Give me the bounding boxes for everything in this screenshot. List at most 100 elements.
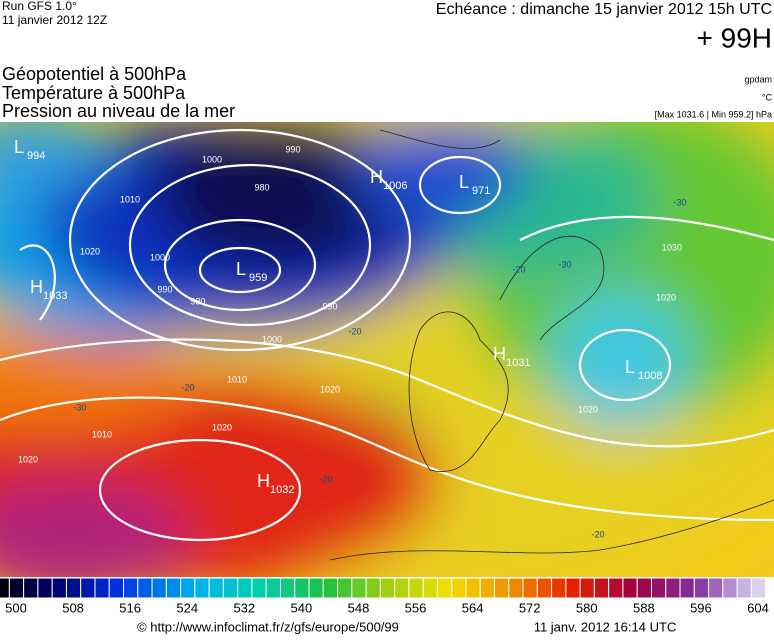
unit: gpdam bbox=[744, 74, 772, 84]
colorbar-swatch bbox=[608, 577, 624, 599]
center-value: 994 bbox=[27, 150, 45, 162]
colorbar-swatch bbox=[636, 577, 652, 599]
colorbar-swatch bbox=[579, 577, 595, 599]
colorbar-swatch bbox=[51, 577, 67, 599]
center-value: 1032 bbox=[270, 484, 294, 496]
colorbar-swatch bbox=[65, 577, 82, 599]
isobar-label: 1020 bbox=[212, 422, 232, 432]
colorbar-swatch bbox=[23, 577, 39, 599]
colorbar-swatch bbox=[536, 577, 553, 599]
colorbar-swatch bbox=[0, 577, 10, 599]
isobar-label: 1020 bbox=[80, 246, 100, 256]
center-letter: H bbox=[30, 277, 43, 297]
colorbar-swatch bbox=[337, 577, 353, 599]
center-value: 1006 bbox=[383, 180, 407, 192]
isobar-label: 1010 bbox=[92, 429, 112, 439]
colorbar-swatch bbox=[494, 577, 510, 599]
isotherm-label: -20 bbox=[319, 474, 332, 484]
colorbar-swatch bbox=[208, 577, 224, 599]
center-letter: L bbox=[459, 172, 469, 192]
colorbar-label: 500 bbox=[5, 600, 27, 615]
isobar-label: 1020 bbox=[578, 404, 598, 414]
colorbar-swatch bbox=[37, 577, 53, 599]
colorbar-swatch bbox=[322, 577, 339, 599]
colorbar-swatch bbox=[722, 577, 738, 599]
isobar-label: 1020 bbox=[18, 454, 38, 464]
colorbar-swatch bbox=[436, 577, 453, 599]
source: © http://www.infoclimat.fr/z/gfs/europe/… bbox=[137, 619, 399, 634]
isotherm-label: -30 bbox=[673, 197, 686, 207]
colorbar-swatch bbox=[408, 577, 424, 599]
colorbar-swatch bbox=[180, 577, 196, 599]
colorbar-swatch bbox=[622, 577, 638, 599]
isobar-label: 1000 bbox=[262, 334, 282, 344]
isobar-label: 1000 bbox=[150, 252, 170, 262]
coastlines bbox=[329, 129, 774, 561]
lead-time: + 99H bbox=[697, 22, 773, 53]
colorbar-label: 532 bbox=[233, 600, 255, 615]
center-letter: L bbox=[236, 259, 246, 279]
isobar-label: 1020 bbox=[656, 292, 676, 302]
isobar-label: 980 bbox=[190, 296, 205, 306]
colorbar-swatch bbox=[351, 577, 367, 599]
colorbar-label: 580 bbox=[576, 600, 598, 615]
field-name: Pression au niveau de la mer bbox=[2, 101, 235, 121]
center-value: 1008 bbox=[638, 370, 662, 382]
run: Run GFS 1.0° bbox=[2, 0, 77, 13]
isobar-label: 990 bbox=[322, 301, 337, 311]
isotherm-label: -30 bbox=[73, 402, 86, 412]
colorbar-swatch bbox=[708, 577, 724, 599]
colorbar-swatch bbox=[251, 577, 267, 599]
colorbar-label: 564 bbox=[462, 600, 484, 615]
isobar-label: 990 bbox=[285, 144, 300, 154]
run-date: 11 janvier 2012 12Z bbox=[2, 13, 107, 27]
isobar-label: 990 bbox=[157, 284, 172, 294]
colorbar-swatch bbox=[123, 577, 139, 599]
colorbar-swatch bbox=[394, 577, 410, 599]
center-letter: H bbox=[257, 471, 270, 491]
isotherm-label: -20 bbox=[512, 264, 525, 274]
colorbar-swatch bbox=[593, 577, 610, 599]
colorbar-swatch bbox=[565, 577, 581, 599]
colorbar-label: 516 bbox=[119, 600, 141, 615]
center-letter: H bbox=[370, 167, 383, 187]
colorbar-label: 556 bbox=[405, 600, 427, 615]
colorbar-swatch bbox=[137, 577, 153, 599]
colorbar-swatch bbox=[750, 577, 767, 599]
colorbar-swatch bbox=[165, 577, 182, 599]
colorbar-swatch bbox=[422, 577, 438, 599]
colorbar-swatch bbox=[736, 577, 752, 599]
isobar-label: 1010 bbox=[120, 194, 140, 204]
colorbar-label: 588 bbox=[633, 600, 655, 615]
center-letter: H bbox=[493, 344, 506, 364]
isobar-label: 1030 bbox=[662, 242, 682, 252]
colorbar-swatch bbox=[650, 577, 667, 599]
isobar-label: 1010 bbox=[227, 374, 247, 384]
isobars bbox=[0, 128, 774, 542]
colorbar-label: 508 bbox=[62, 600, 84, 615]
isobar-label: 1020 bbox=[320, 384, 340, 394]
colorbar-swatch bbox=[265, 577, 281, 599]
isotherm-label: -30 bbox=[558, 259, 571, 269]
colorbar-swatch bbox=[522, 577, 538, 599]
isotherm-label: -20 bbox=[591, 529, 604, 539]
colorbar-swatch bbox=[679, 577, 695, 599]
colorbar-swatch bbox=[551, 577, 567, 599]
center-letter: L bbox=[14, 137, 24, 157]
isobar-label: 1000 bbox=[202, 154, 222, 164]
center-value: 1031 bbox=[506, 357, 530, 369]
isotherm-label: -20 bbox=[181, 382, 194, 392]
colorbar-swatch bbox=[451, 577, 467, 599]
colorbar-swatch bbox=[365, 577, 381, 599]
center-value: 971 bbox=[472, 185, 490, 197]
isotherm-label: -20 bbox=[348, 326, 361, 336]
colorbar-label: 548 bbox=[348, 600, 370, 615]
isobar-label: 980 bbox=[254, 182, 269, 192]
generated: 11 janv. 2012 16:14 UTC bbox=[534, 619, 677, 634]
colorbar-label: 540 bbox=[291, 600, 313, 615]
colorbar-label: 572 bbox=[519, 600, 541, 615]
colorbar-swatch bbox=[308, 577, 324, 599]
colorbar-swatch bbox=[379, 577, 396, 599]
center-letter: L bbox=[625, 357, 635, 377]
